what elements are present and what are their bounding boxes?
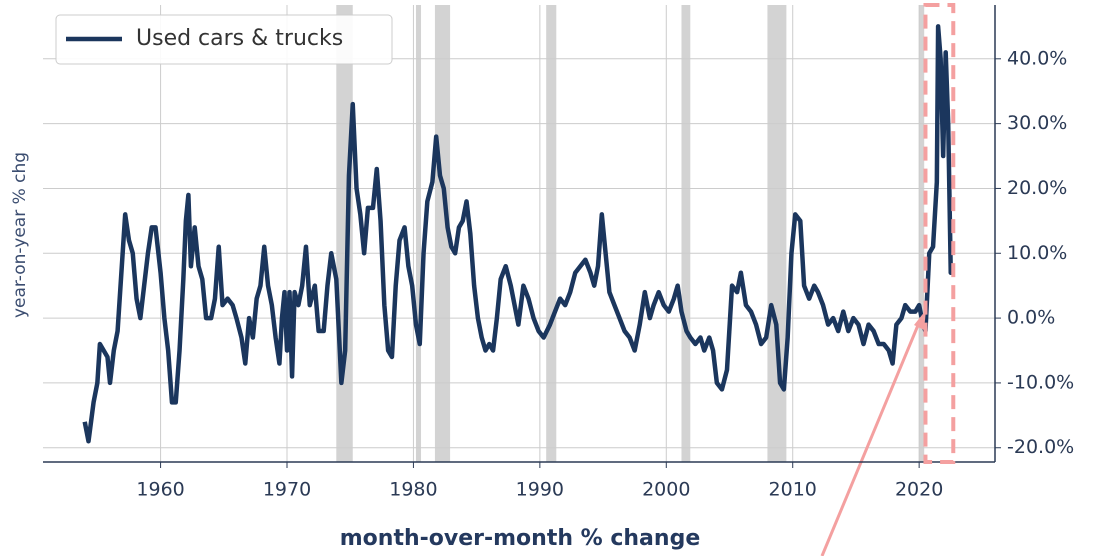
y-tick-label: -20.0% <box>1007 436 1074 458</box>
x-tick-label: 2010 <box>769 479 817 501</box>
recession-shade <box>767 5 787 462</box>
x-tick-label: 2000 <box>642 479 690 501</box>
x-tick-label: 2020 <box>895 479 943 501</box>
highlight-box <box>923 3 956 464</box>
recession-shade <box>546 5 557 462</box>
recession-shade <box>434 5 451 462</box>
y-axis-label: year-on-year % chg <box>10 152 30 318</box>
legend: Used cars & trucks <box>55 14 393 65</box>
y-tick-label: 0.0% <box>1007 307 1055 329</box>
annotation-arrow <box>820 317 923 556</box>
y-tick-label: -10.0% <box>1007 371 1074 393</box>
recession-shade <box>336 5 353 462</box>
legend-label: Used cars & trucks <box>136 26 343 51</box>
recession-shade <box>415 5 422 462</box>
data-line <box>82 24 953 444</box>
y-tick-label: 30.0% <box>1007 112 1067 134</box>
grid <box>43 5 995 462</box>
y-tick-label: 10.0% <box>1007 242 1067 264</box>
x-tick-label: 1990 <box>516 479 564 501</box>
axes: 1960 1970 1980 1990 2000 2010 2020 -20.0% -10.0%… <box>43 5 1074 501</box>
arrow-head <box>914 310 926 330</box>
y-tick-label: 40.0% <box>1007 47 1067 69</box>
x-tick-label: 1960 <box>136 479 184 501</box>
lines <box>82 24 953 444</box>
x-tick-label: 1980 <box>389 479 437 501</box>
x-tick-label: 1970 <box>263 479 311 501</box>
recession-shade <box>919 5 925 462</box>
x-axis-label: month-over-month % change <box>340 526 701 551</box>
legend-box <box>55 14 393 65</box>
y-tick-label: 20.0% <box>1007 177 1067 199</box>
recession-shade <box>681 5 691 462</box>
